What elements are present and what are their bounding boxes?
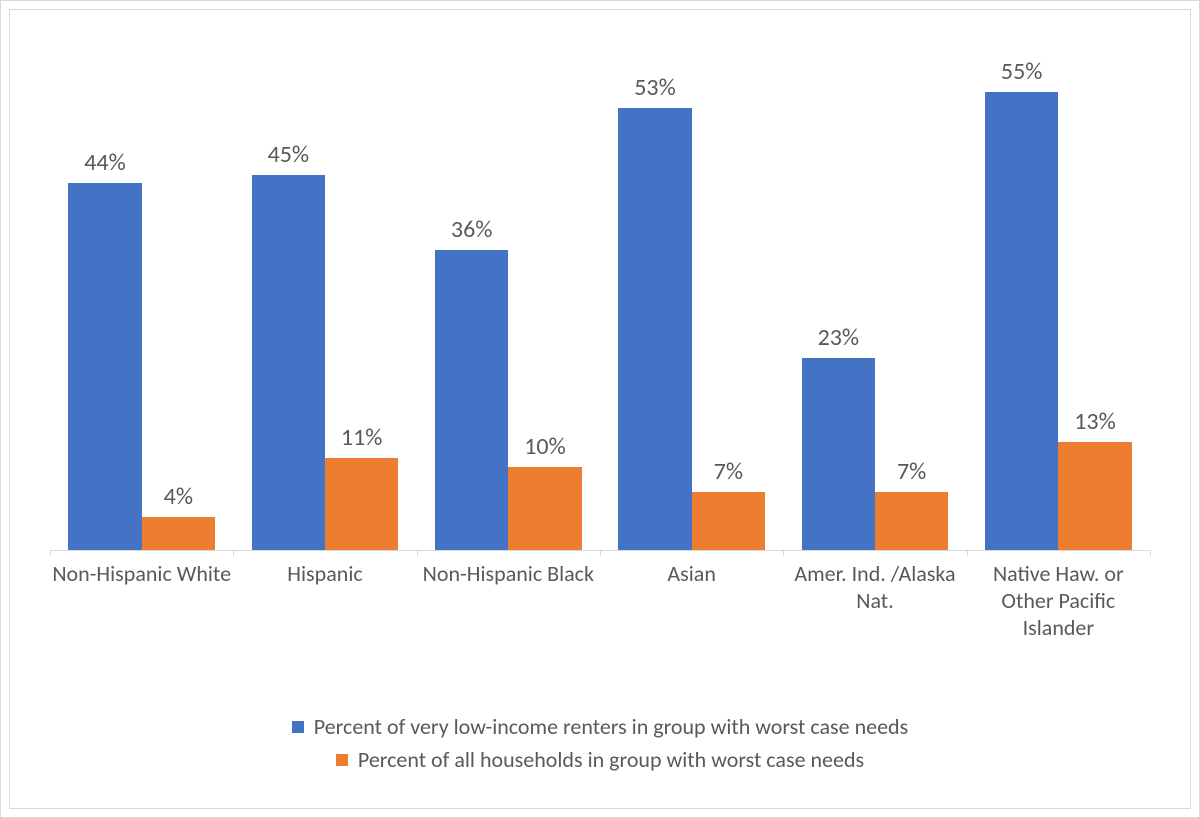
data-label: 7% — [688, 457, 768, 486]
category-label: Native Haw. or Other Pacific Islander — [967, 560, 1150, 641]
bar-group: 44% 4% — [68, 50, 215, 550]
legend-label: Percent of all households in group with … — [358, 746, 864, 773]
bar — [1058, 442, 1131, 550]
bar — [142, 517, 215, 550]
bar-group: 36% 10% — [435, 50, 582, 550]
bar — [252, 175, 325, 550]
axis-tick — [50, 550, 51, 556]
category-label: Non-Hispanic Black — [417, 560, 600, 587]
bar — [508, 467, 581, 550]
data-label: 44% — [65, 148, 145, 177]
bar — [435, 250, 508, 550]
axis-tick — [233, 550, 234, 556]
bar — [802, 358, 875, 550]
data-label: 36% — [432, 215, 512, 244]
data-label: 13% — [1055, 407, 1135, 436]
bar-group: 55% 13% — [985, 50, 1132, 550]
legend-swatch — [292, 721, 304, 733]
bar-group: 23%7% — [802, 50, 949, 550]
data-label: 55% — [982, 57, 1062, 86]
bar-group: 53% 7% — [618, 50, 765, 550]
axis-tick — [783, 550, 784, 556]
axis-tick — [1150, 550, 1151, 556]
data-label: 4% — [138, 482, 218, 511]
bar — [68, 183, 141, 550]
bar — [692, 492, 765, 550]
legend-swatch — [336, 754, 348, 766]
legend-item: Percent of very low-income renters in gr… — [292, 713, 908, 740]
bar — [875, 492, 948, 550]
legend: Percent of very low-income renters in gr… — [10, 710, 1190, 776]
category-label: Asian — [600, 560, 783, 587]
bar — [618, 108, 691, 550]
category-label: Non-Hispanic White — [50, 560, 233, 587]
chart-inner-frame: 44%4%45%11%36%10%53%7%23%7%55%13% Non-Hi… — [9, 9, 1191, 809]
axis-tick — [600, 550, 601, 556]
chart-outer-frame: 44%4%45%11%36%10%53%7%23%7%55%13% Non-Hi… — [0, 0, 1200, 818]
data-label: 11% — [322, 423, 402, 452]
category-label: Hispanic — [233, 560, 416, 587]
data-label: 7% — [872, 457, 952, 486]
plot-area: 44%4%45%11%36%10%53%7%23%7%55%13% — [50, 50, 1150, 551]
bar — [325, 458, 398, 550]
data-label: 53% — [615, 73, 695, 102]
bar-group: 45%11% — [252, 50, 399, 550]
data-label: 23% — [798, 323, 878, 352]
bar — [985, 92, 1058, 550]
data-label: 45% — [248, 140, 328, 169]
axis-tick — [967, 550, 968, 556]
legend-label: Percent of very low-income renters in gr… — [314, 713, 908, 740]
legend-item: Percent of all households in group with … — [336, 746, 864, 773]
category-label: Amer. Ind. /Alaska Nat. — [783, 560, 966, 614]
data-label: 10% — [505, 432, 585, 461]
axis-tick — [417, 550, 418, 556]
